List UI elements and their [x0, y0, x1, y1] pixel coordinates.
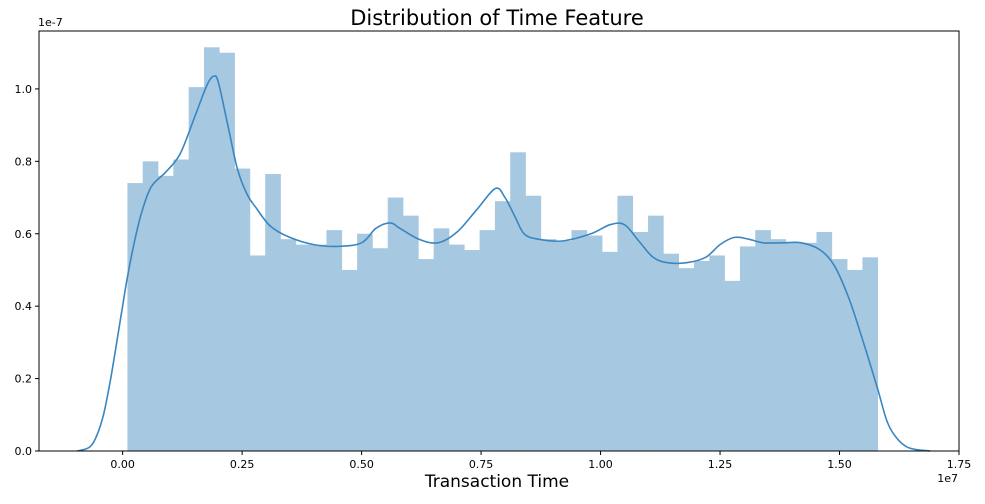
histogram-bar: [602, 251, 618, 451]
histogram-bar: [739, 246, 756, 451]
histogram-bar: [816, 231, 833, 451]
x-tick-label: 0.00: [110, 458, 135, 471]
histogram-bar: [280, 239, 297, 451]
histogram-bar: [632, 231, 649, 451]
kde-curve-group: [76, 75, 931, 452]
histogram-bar: [571, 230, 588, 451]
histogram-bar: [755, 230, 771, 451]
histogram-bar: [127, 183, 144, 451]
histogram-bar: [403, 215, 419, 451]
histogram-bar: [142, 161, 159, 451]
y-tick-label: 0.6: [15, 228, 33, 241]
histogram-bar: [203, 47, 220, 452]
histogram-bar: [785, 242, 802, 451]
histogram-bar: [188, 87, 205, 451]
x-tick-label: 0.75: [469, 458, 494, 471]
histogram-bar: [693, 260, 710, 451]
histogram-bar: [173, 159, 189, 451]
histogram-bar: [862, 257, 879, 451]
histogram-bar: [724, 280, 741, 451]
histogram-bar: [525, 195, 542, 451]
chart-title: Distribution of Time Feature: [350, 6, 644, 30]
histogram-bar: [831, 259, 848, 451]
histogram-bar: [479, 230, 496, 451]
y-tick-label: 0.0: [15, 445, 33, 458]
histogram-bar: [433, 228, 450, 451]
y-axis: 0.0 0.2 0.4 0.6 0.8 1.0: [15, 83, 39, 458]
x-tick-label: 1.25: [708, 458, 733, 471]
histogram-bar: [663, 253, 679, 451]
histogram-bar: [448, 244, 465, 451]
x-tick-label: 0.50: [349, 458, 374, 471]
histogram-bar: [494, 201, 511, 451]
histogram-bar: [219, 52, 235, 452]
histogram-bar: [648, 215, 664, 451]
x-tick-label: 1.50: [827, 458, 852, 471]
y-tick-label: 0.2: [15, 373, 33, 386]
x-tick-label: 1.00: [588, 458, 613, 471]
x-axis-label: Transaction Time: [424, 472, 569, 492]
histogram-bar: [158, 175, 174, 452]
histogram-bar: [234, 168, 251, 451]
kde-curve: [76, 75, 931, 452]
histogram-bar: [387, 197, 404, 451]
histogram-bar: [295, 244, 312, 451]
x-offset-label: 1e7: [937, 472, 958, 485]
histogram-bar: [847, 269, 863, 451]
y-tick-label: 0.4: [15, 300, 33, 313]
histogram-bar: [801, 242, 817, 451]
histogram-bar: [586, 235, 603, 451]
histogram-bar: [770, 239, 787, 451]
histogram-bar: [464, 250, 480, 451]
histogram-bar: [540, 239, 557, 451]
y-offset-label: 1e-7: [38, 16, 63, 29]
histogram-bar: [510, 152, 526, 452]
y-tick-label: 1.0: [15, 83, 33, 96]
histogram-bars: [127, 47, 879, 452]
histogram-bar: [326, 230, 343, 451]
y-tick-label: 0.8: [15, 155, 33, 168]
histogram-bar: [265, 174, 281, 451]
x-tick-label: 0.25: [230, 458, 255, 471]
histogram-bar: [372, 248, 389, 451]
histogram-bar: [341, 269, 358, 451]
histogram-bar: [556, 241, 572, 451]
histogram-bar: [357, 233, 373, 451]
histogram-bar: [311, 244, 327, 451]
histogram-bar: [418, 259, 434, 451]
plot-frame: [38, 30, 960, 452]
histogram-bar: [709, 255, 725, 451]
histogram-bar: [678, 268, 695, 451]
histogram-bar: [617, 195, 634, 451]
x-tick-label: 1.75: [947, 458, 972, 471]
histogram-bar: [249, 255, 266, 451]
x-axis: 0.00 0.25 0.50 0.75 1.00 1.25 1.50 1.75: [110, 451, 971, 471]
